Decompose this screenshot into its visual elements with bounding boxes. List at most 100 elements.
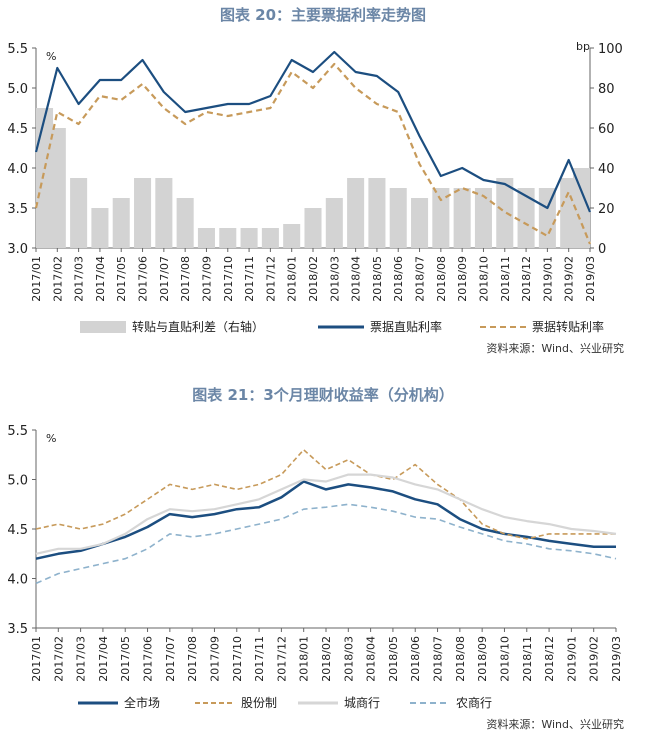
bar <box>283 224 301 248</box>
x-tick-label: 2018/08 <box>435 256 448 302</box>
bar <box>112 198 130 248</box>
legend-swatch-joint-stock <box>195 701 235 704</box>
chart1-legend: 转贴与直贴利差（右轴） 票据直贴利率 票据转贴利率 <box>0 318 646 338</box>
legend-label-rural-bank: 农商行 <box>456 696 493 710</box>
x-tick-label: 2017/10 <box>231 636 244 682</box>
chart2-legend: 全市场 股份制 城商行 农商行 <box>0 694 646 714</box>
x-tick-label: 2018/07 <box>414 256 427 302</box>
bar <box>91 208 109 248</box>
x-tick-label: 2017/05 <box>115 256 128 302</box>
legend-item-city-bank: 城商行 <box>298 694 380 711</box>
legend-item-spread: 转贴与直贴利差（右轴） <box>80 318 264 335</box>
x-tick-label: 2017/05 <box>119 636 132 682</box>
legend-swatch-all-market <box>78 701 118 704</box>
x-tick-label: 2018/10 <box>498 636 511 682</box>
series-line-0 <box>35 480 616 560</box>
x-tick-label: 2018/08 <box>454 636 467 682</box>
x-tick-label: 2018/01 <box>286 256 299 302</box>
legend-item-rural-bank: 农商行 <box>410 694 492 711</box>
chart2-title: 图表 21：3个月理财收益率（分机构） <box>192 386 454 404</box>
x-tick-label: 2018/12 <box>543 636 556 682</box>
legend-item-all-market: 全市场 <box>78 694 160 711</box>
x-tick-label: 2018/11 <box>521 636 534 682</box>
x-tick-label: 2017/02 <box>51 256 64 302</box>
bar <box>347 178 365 248</box>
x-tick-label: 2017/07 <box>158 256 171 302</box>
legend-swatch-rediscount-rate <box>480 325 526 328</box>
x-tick-label: 2018/02 <box>320 636 333 682</box>
chart1-plot: 3.0 3.5 4.0 4.5 5.0 5.5 % 0 20 40 60 80 100 bp 2017/01… <box>7 40 623 302</box>
bar <box>134 178 152 248</box>
x-tick-label: 2017/02 <box>52 636 65 682</box>
bar <box>368 178 386 248</box>
y-axis-unit: % <box>46 432 56 445</box>
x-tick-label: 2017/04 <box>94 256 107 302</box>
y-tick-label: 4.5 <box>7 122 28 137</box>
x-tick-label: 2019/01 <box>541 256 554 302</box>
y2-tick-label: 100 <box>598 42 623 57</box>
x-tick-label: 2018/03 <box>328 256 341 302</box>
x-tick-label: 2017/12 <box>264 256 277 302</box>
x-tick-label: 2018/09 <box>456 256 469 302</box>
bar <box>325 198 343 248</box>
y2-tick-label: 40 <box>598 162 615 177</box>
x-tick-label: 2017/09 <box>200 256 213 302</box>
x-tick-label: 2017/10 <box>222 256 235 302</box>
chart2-source: 资料来源：Wind、兴业研究 <box>486 718 624 731</box>
chart1-source: 资料来源：Wind、兴业研究 <box>486 342 624 355</box>
series-line-3 <box>35 503 617 585</box>
chart2-plot: 3.5 4.0 4.5 5.0 5.5 % 2017/01 2017/02 2017/03 201… <box>7 424 623 682</box>
x-tick-label: 2017/06 <box>142 636 155 682</box>
x-tick-label: 2019/02 <box>588 636 601 682</box>
x-tick-label: 2018/06 <box>409 636 422 682</box>
x-tick-label: 2018/09 <box>476 636 489 682</box>
x-tick-label: 2018/05 <box>371 256 384 302</box>
bar <box>453 188 471 248</box>
legend-item-joint-stock: 股份制 <box>195 694 277 711</box>
x-tick-label: 2018/06 <box>392 256 405 302</box>
y-tick-label: 5.5 <box>7 42 28 57</box>
bar <box>70 178 88 248</box>
x-tick-label: 2018/05 <box>387 636 400 682</box>
x-tick-label: 2019/01 <box>565 636 578 682</box>
bar <box>517 188 535 248</box>
x-tick-label: 2019/03 <box>610 636 623 682</box>
bar <box>304 208 322 248</box>
bar <box>176 198 194 248</box>
legend-label-rediscount-rate: 票据转贴利率 <box>532 320 605 334</box>
bar <box>572 168 590 248</box>
x-tick-label: 2017/11 <box>253 636 266 682</box>
chart1-title: 图表 20：主要票据利率走势图 <box>219 6 427 24</box>
legend-swatch-rural-bank <box>410 701 450 704</box>
x-tick-label: 2018/01 <box>298 636 311 682</box>
x-tick-label: 2017/09 <box>208 636 221 682</box>
x-tick-label: 2017/04 <box>97 636 110 682</box>
legend-swatch-city-bank <box>298 701 338 704</box>
x-tick-label: 2018/02 <box>307 256 320 302</box>
legend-label-spread: 转贴与直贴利差（右轴） <box>132 320 265 334</box>
x-tick-label: 2017/03 <box>73 256 86 302</box>
bar <box>411 198 429 248</box>
legend-label-all-market: 全市场 <box>124 696 161 710</box>
bar <box>389 188 407 248</box>
bar <box>240 228 258 248</box>
series-line-1 <box>35 448 616 540</box>
y-tick-label: 5.5 <box>7 424 28 439</box>
legend-label-joint-stock: 股份制 <box>241 696 278 710</box>
x-tick-label: 2018/04 <box>365 636 378 682</box>
bar <box>219 228 237 248</box>
y-tick-label: 5.0 <box>7 82 28 97</box>
legend-swatch-direct-rate <box>318 325 364 328</box>
x-tick-label: 2019/02 <box>563 256 576 302</box>
y-axis-unit: % <box>46 50 56 63</box>
x-tick-label: 2017/06 <box>137 256 150 302</box>
x-tick-label: 2018/07 <box>432 636 445 682</box>
bar <box>155 178 173 248</box>
legend-item-direct-rate: 票据直贴利率 <box>318 318 442 335</box>
x-tick-label: 2017/11 <box>243 256 256 302</box>
y2-tick-label: 0 <box>598 242 606 257</box>
x-tick-label: 2017/01 <box>30 256 43 302</box>
y-tick-label: 3.5 <box>7 202 28 217</box>
legend-item-rediscount-rate: 票据转贴利率 <box>480 318 604 335</box>
x-tick-label: 2018/10 <box>477 256 490 302</box>
